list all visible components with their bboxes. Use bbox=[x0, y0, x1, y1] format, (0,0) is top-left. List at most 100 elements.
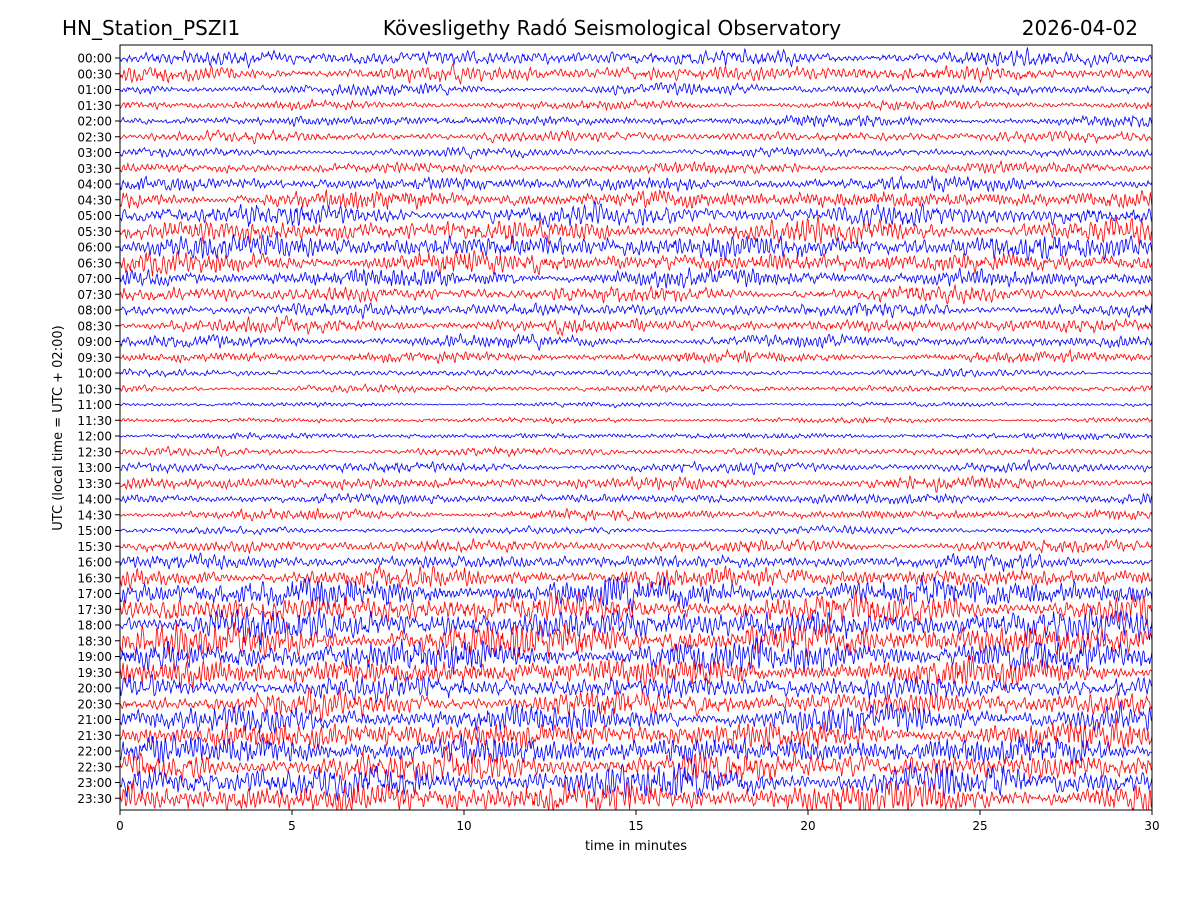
y-tick-label: 03:00 bbox=[77, 146, 112, 160]
y-tick-label: 18:30 bbox=[77, 634, 112, 648]
y-tick-label: 12:30 bbox=[77, 445, 112, 459]
trace-0430 bbox=[120, 188, 1152, 210]
trace-2330 bbox=[120, 779, 1152, 810]
trace-0030 bbox=[120, 62, 1152, 85]
y-tick-label: 22:30 bbox=[77, 760, 112, 774]
y-tick-label: 01:30 bbox=[77, 99, 112, 113]
y-tick-label: 08:00 bbox=[77, 304, 112, 318]
x-tick-label: 10 bbox=[456, 819, 471, 833]
trace-0100 bbox=[120, 81, 1152, 97]
x-tick-label: 20 bbox=[800, 819, 815, 833]
y-tick-label: 19:30 bbox=[77, 666, 112, 680]
y-tick-label: 04:00 bbox=[77, 178, 112, 192]
trace-1330 bbox=[120, 475, 1152, 493]
y-tick-label: 06:00 bbox=[77, 241, 112, 255]
trace-1000 bbox=[120, 367, 1152, 379]
y-tick-label: 10:30 bbox=[77, 382, 112, 396]
trace-2100 bbox=[120, 701, 1152, 738]
trace-0900 bbox=[120, 332, 1152, 352]
trace-2230 bbox=[120, 744, 1152, 787]
trace-2200 bbox=[120, 733, 1152, 767]
y-tick-label: 16:30 bbox=[77, 571, 112, 585]
y-tick-label: 23:30 bbox=[77, 792, 112, 806]
y-tick-label: 20:30 bbox=[77, 697, 112, 711]
trace-1900 bbox=[120, 637, 1152, 676]
trace-0130 bbox=[120, 98, 1152, 112]
x-tick-label: 15 bbox=[628, 819, 643, 833]
trace-1830 bbox=[120, 621, 1152, 659]
y-tick-label: 14:00 bbox=[77, 493, 112, 507]
trace-2000 bbox=[120, 673, 1152, 703]
trace-0630 bbox=[120, 249, 1152, 277]
trace-1700 bbox=[120, 574, 1152, 613]
y-tick-label: 21:30 bbox=[77, 729, 112, 743]
y-tick-label: 09:00 bbox=[77, 335, 112, 349]
plot-frame bbox=[119, 44, 1153, 811]
y-tick-label: 09:30 bbox=[77, 351, 112, 365]
y-tick-label: 15:00 bbox=[77, 524, 112, 538]
y-tick-label: 19:00 bbox=[77, 650, 112, 664]
y-tick-label: 11:00 bbox=[77, 398, 112, 412]
x-tick-label: 0 bbox=[116, 819, 124, 833]
y-tick-label: 02:30 bbox=[77, 130, 112, 144]
trace-1800 bbox=[120, 607, 1152, 646]
y-tick-label: 18:00 bbox=[77, 619, 112, 633]
trace-1600 bbox=[120, 552, 1152, 572]
y-tick-label: 20:00 bbox=[77, 682, 112, 696]
trace-0300 bbox=[120, 146, 1152, 160]
y-axis-label: UTC (local time = UTC + 02:00) bbox=[51, 325, 66, 530]
trace-0330 bbox=[120, 160, 1152, 175]
trace-1530 bbox=[120, 538, 1152, 555]
trace-0600 bbox=[120, 231, 1152, 262]
y-tick-label: 14:30 bbox=[77, 508, 112, 522]
trace-0400 bbox=[120, 175, 1152, 193]
trace-1030 bbox=[120, 383, 1152, 394]
y-tick-label: 05:30 bbox=[77, 225, 112, 239]
date-title: 2026-04-02 bbox=[1022, 16, 1138, 40]
x-tick-label: 30 bbox=[1144, 819, 1159, 833]
trace-0530 bbox=[120, 216, 1152, 246]
seismic-traces bbox=[120, 47, 1152, 810]
y-tick-label: 10:00 bbox=[77, 367, 112, 381]
y-tick-label: 07:30 bbox=[77, 288, 112, 302]
trace-0830 bbox=[120, 314, 1152, 337]
y-tick-label: 00:30 bbox=[77, 67, 112, 81]
trace-1930 bbox=[120, 655, 1152, 692]
y-tick-label: 13:00 bbox=[77, 461, 112, 475]
y-tick-label: 15:30 bbox=[77, 540, 112, 554]
x-axis-label: time in minutes bbox=[585, 839, 687, 854]
y-tick-label: 17:00 bbox=[77, 587, 112, 601]
trace-1200 bbox=[120, 431, 1152, 441]
y-tick-label: 08:30 bbox=[77, 319, 112, 333]
y-tick-label: 22:00 bbox=[77, 745, 112, 759]
y-tick-label: 16:00 bbox=[77, 556, 112, 570]
trace-0800 bbox=[120, 301, 1152, 321]
y-tick-label: 12:00 bbox=[77, 430, 112, 444]
trace-0000 bbox=[120, 47, 1152, 70]
y-tick-label: 01:00 bbox=[77, 83, 112, 97]
x-axis-ticks: 0 5 10 15 20 25 30 bbox=[116, 810, 1160, 833]
trace-2030 bbox=[120, 686, 1152, 722]
trace-0700 bbox=[120, 267, 1152, 289]
trace-1400 bbox=[120, 492, 1152, 506]
trace-0230 bbox=[120, 128, 1152, 145]
y-tick-label: 00:00 bbox=[77, 52, 112, 66]
trace-1430 bbox=[120, 507, 1152, 523]
trace-0200 bbox=[120, 114, 1152, 128]
y-tick-label: 23:00 bbox=[77, 776, 112, 790]
trace-0730 bbox=[120, 284, 1152, 305]
y-tick-label: 05:00 bbox=[77, 209, 112, 223]
y-tick-label: 13:30 bbox=[77, 477, 112, 491]
trace-1730 bbox=[120, 590, 1152, 626]
x-tick-label: 25 bbox=[972, 819, 987, 833]
trace-1300 bbox=[120, 459, 1152, 475]
x-tick-label: 5 bbox=[288, 819, 296, 833]
trace-0930 bbox=[120, 348, 1152, 365]
y-tick-label: 06:30 bbox=[77, 256, 112, 270]
trace-1100 bbox=[120, 401, 1152, 409]
trace-0500 bbox=[120, 200, 1152, 228]
y-tick-label: 02:00 bbox=[77, 115, 112, 129]
trace-1130 bbox=[120, 416, 1152, 425]
